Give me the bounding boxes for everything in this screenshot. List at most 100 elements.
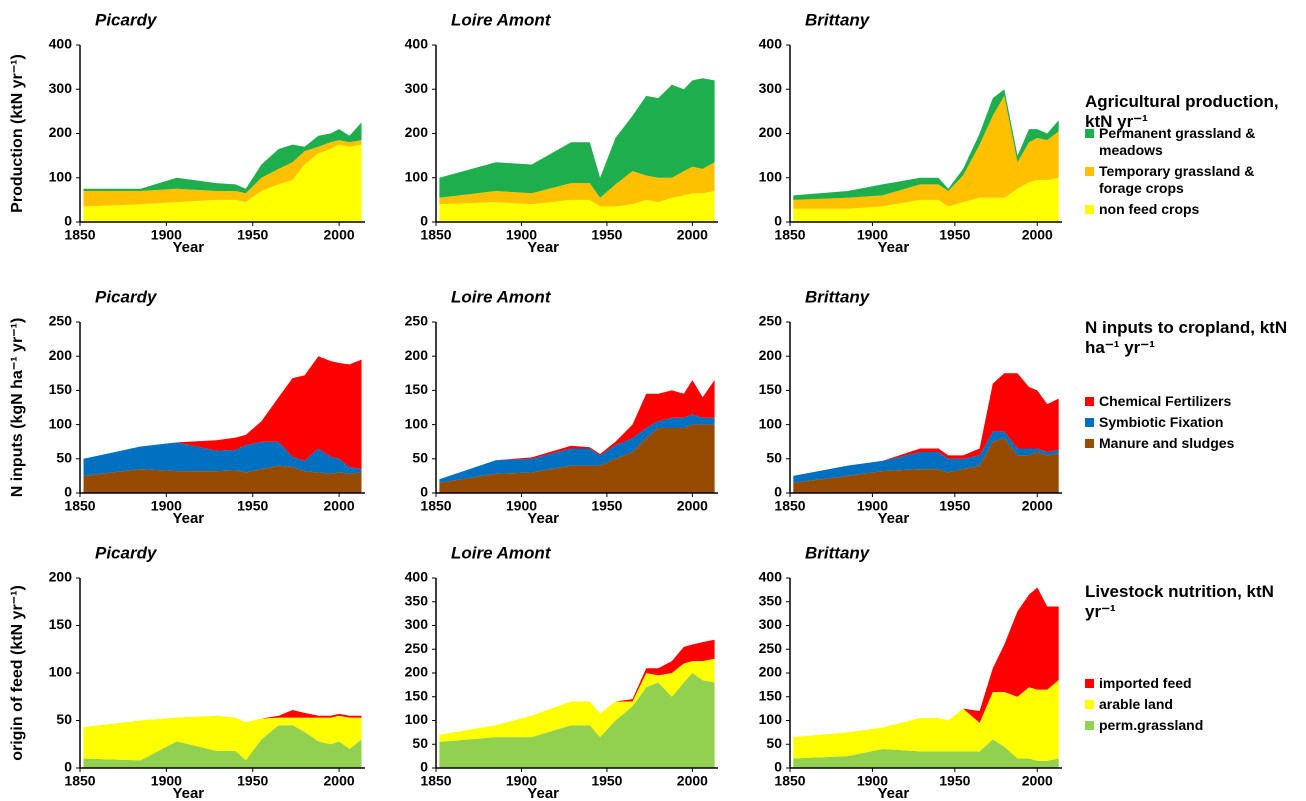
y-tick-label: 200: [405, 664, 429, 680]
chart-title: Loire Amont: [451, 287, 552, 306]
x-tick-label: 1850: [420, 227, 451, 243]
area-series: [793, 680, 1059, 761]
y-tick-label: 400: [49, 36, 73, 52]
y-tick-label: 400: [405, 36, 429, 52]
legend-entry: Permanent grassland & meadows: [1085, 125, 1277, 159]
x-tick-label: 2000: [324, 227, 355, 243]
legend-swatch: [1085, 167, 1094, 176]
legend-label: Symbiotic Fixation: [1099, 414, 1224, 430]
legend-title: N inputs to cropland, ktN ha⁻¹ yr⁻¹: [1085, 318, 1288, 357]
legend-entry: Temporary grassland & forage crops: [1085, 163, 1277, 197]
y-tick-label: 100: [405, 168, 429, 184]
chart-title: Loire Amont: [451, 10, 552, 29]
y-tick-label: 400: [759, 36, 783, 52]
y-tick-label: 100: [759, 415, 783, 431]
y-tick-label: 50: [412, 735, 428, 751]
x-axis-label: Year: [527, 785, 559, 801]
x-tick-label: 1950: [591, 227, 622, 243]
x-tick-label: 1900: [506, 498, 537, 514]
area-series: [793, 438, 1059, 493]
y-tick-label: 200: [759, 124, 783, 140]
x-tick-label: 2000: [677, 773, 708, 789]
y-axis-label: N inputs (kgN ha⁻¹ yr⁻¹): [9, 318, 26, 498]
legend-label: imported feed: [1099, 675, 1192, 691]
x-tick-label: 2000: [324, 773, 355, 789]
legend-entry: Manure and sludges: [1085, 435, 1277, 452]
x-tick-label: 1850: [774, 773, 805, 789]
legend-entry: Chemical Fertilizers: [1085, 393, 1277, 410]
legend-title: Livestock nutrition, ktN yr⁻¹: [1085, 582, 1274, 621]
y-tick-label: 0: [774, 484, 782, 500]
x-tick-label: 2000: [324, 498, 355, 514]
y-tick-label: 0: [64, 213, 72, 229]
legend-label: Temporary grassland & forage crops: [1099, 163, 1255, 196]
x-axis-label: Year: [172, 239, 204, 256]
legend-entry: perm.grassland: [1085, 717, 1277, 734]
y-tick-label: 150: [759, 381, 783, 397]
y-tick-label: 400: [759, 569, 783, 585]
x-tick-label: 1950: [591, 773, 622, 789]
chart-title: Picardy: [95, 543, 158, 562]
y-tick-label: 0: [774, 213, 782, 229]
y-tick-label: 100: [49, 664, 73, 680]
x-tick-label: 1850: [64, 773, 95, 789]
y-tick-label: 300: [759, 616, 783, 632]
legend-entry: Symbiotic Fixation: [1085, 414, 1277, 431]
area-series: [439, 658, 715, 742]
y-tick-label: 300: [759, 80, 783, 96]
x-tick-label: 2000: [677, 227, 708, 243]
y-tick-label: 50: [766, 735, 782, 751]
y-tick-label: 300: [405, 616, 429, 632]
chart-title: Picardy: [95, 287, 158, 306]
y-tick-label: 200: [759, 664, 783, 680]
area-series: [83, 144, 362, 222]
y-tick-label: 250: [49, 313, 73, 329]
y-tick-label: 0: [64, 759, 72, 775]
x-tick-label: 1850: [774, 498, 805, 514]
y-tick-label: 250: [759, 640, 783, 656]
area-series: [793, 373, 1059, 476]
x-tick-label: 2000: [1022, 498, 1053, 514]
legend-swatch: [1085, 418, 1094, 427]
y-tick-label: 0: [420, 213, 428, 229]
x-tick-label: 2000: [677, 498, 708, 514]
legend-swatch: [1085, 679, 1094, 688]
area-series: [83, 715, 362, 761]
x-tick-label: 1850: [64, 227, 95, 243]
y-tick-label: 250: [759, 313, 783, 329]
area-series: [439, 78, 715, 198]
y-axis-label: Production (ktN yr⁻¹): [9, 54, 26, 213]
y-tick-label: 50: [56, 711, 72, 727]
area-series: [793, 95, 1059, 209]
chart-title: Brittany: [805, 287, 871, 306]
x-tick-label: 1950: [591, 498, 622, 514]
legend-swatch: [1085, 129, 1094, 138]
y-tick-label: 200: [49, 124, 73, 140]
chart-title: Brittany: [805, 10, 871, 29]
legend-entry: arable land: [1085, 696, 1277, 713]
y-tick-label: 150: [49, 381, 73, 397]
y-tick-label: 300: [49, 80, 73, 96]
x-axis-label: Year: [172, 785, 204, 801]
y-tick-label: 0: [774, 759, 782, 775]
area-series: [83, 140, 362, 207]
y-tick-label: 150: [759, 687, 783, 703]
chart-title: Loire Amont: [451, 543, 552, 562]
legend-label: Chemical Fertilizers: [1099, 393, 1232, 409]
y-tick-label: 200: [405, 347, 429, 363]
x-tick-label: 2000: [1022, 773, 1053, 789]
area-series: [83, 441, 362, 476]
y-tick-label: 0: [420, 484, 428, 500]
legend-swatch: [1085, 721, 1094, 730]
legend-label: arable land: [1099, 696, 1173, 712]
legend-swatch: [1085, 397, 1094, 406]
area-series: [793, 587, 1059, 738]
x-axis-label: Year: [172, 510, 204, 527]
y-tick-label: 200: [759, 347, 783, 363]
area-series: [793, 739, 1059, 768]
x-axis-label: Year: [527, 239, 559, 256]
legend-swatch: [1085, 205, 1094, 214]
legend-label: perm.grassland: [1099, 717, 1204, 733]
y-tick-label: 100: [405, 711, 429, 727]
